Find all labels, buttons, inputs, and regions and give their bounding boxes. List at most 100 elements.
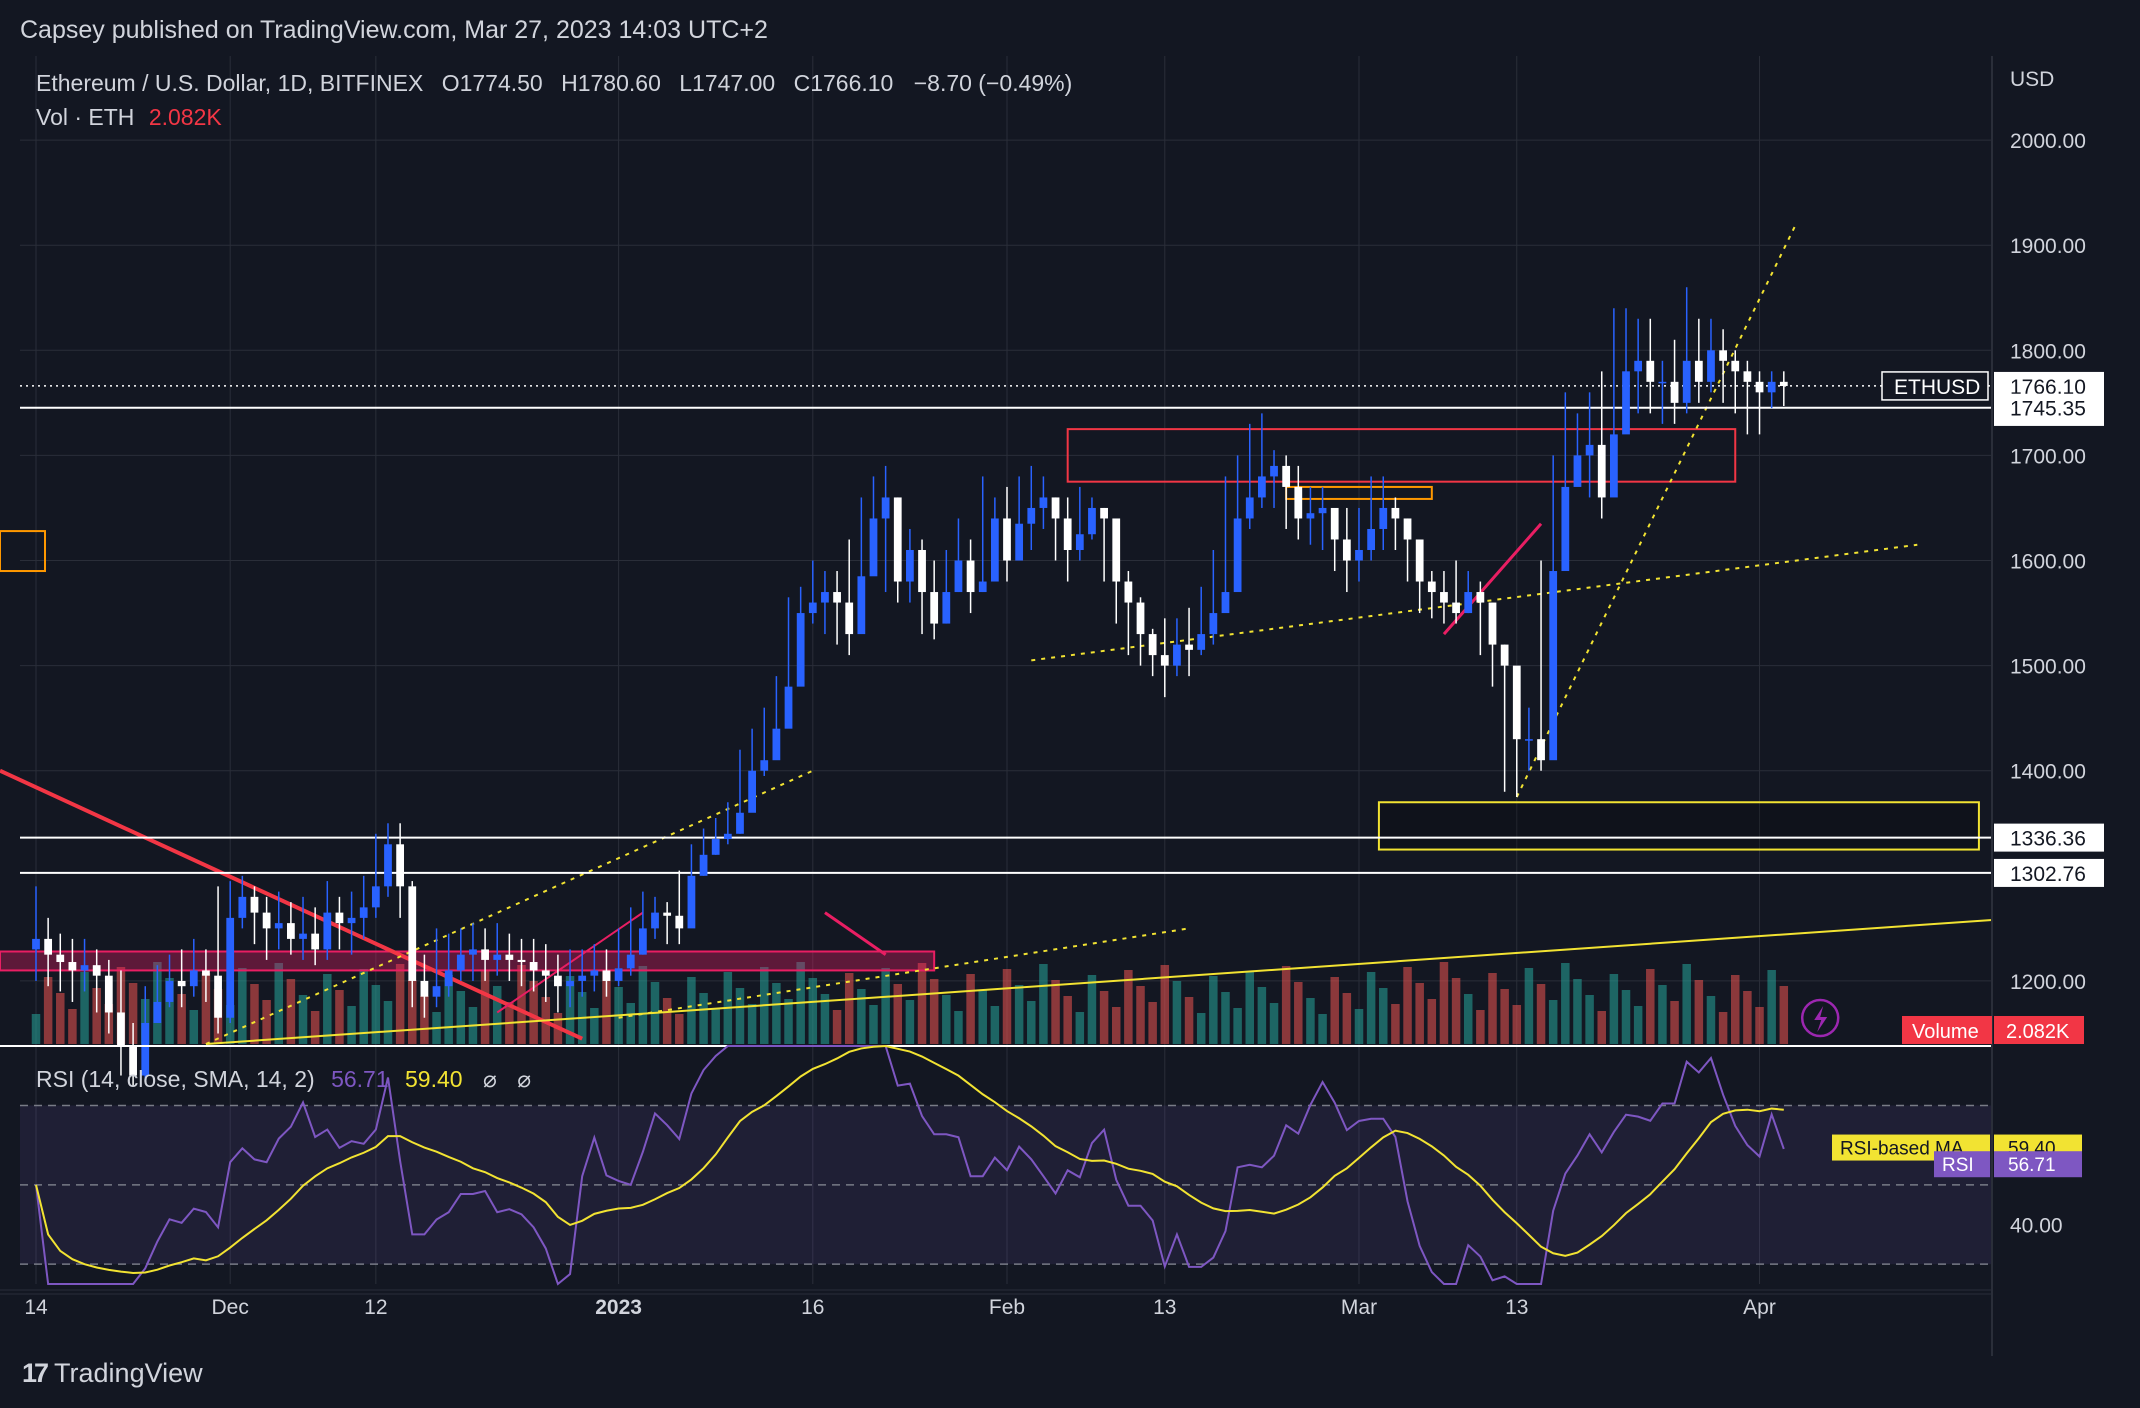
candle bbox=[1512, 665, 1521, 797]
alert-lightning-icon[interactable] bbox=[1800, 998, 1840, 1038]
candle bbox=[202, 949, 210, 1002]
candle-body bbox=[262, 912, 271, 929]
price-chart[interactable]: USD 2000.00 1900.00 1800.00 1700.00 1600.00 15… bbox=[0, 56, 2140, 1356]
rsi-label[interactable]: RSI (14, close, SMA, 14, 2) bbox=[36, 1066, 315, 1092]
candle bbox=[942, 550, 951, 624]
rsi-ma-line bbox=[35, 1044, 1784, 1274]
candle-body bbox=[92, 965, 101, 976]
candle bbox=[1173, 618, 1181, 677]
candle-body bbox=[881, 497, 890, 519]
candle bbox=[990, 497, 999, 582]
symbol-tag-text: ETHUSD bbox=[1894, 376, 1980, 399]
candle bbox=[1731, 350, 1740, 414]
candle-body bbox=[1731, 360, 1740, 372]
volume-bar bbox=[832, 1010, 842, 1044]
candle bbox=[857, 497, 866, 635]
candle bbox=[68, 938, 77, 1002]
candle-body bbox=[1658, 381, 1667, 384]
candle-body bbox=[32, 938, 40, 950]
volume-bar bbox=[529, 981, 538, 1044]
candle-body bbox=[299, 933, 307, 939]
candle-body bbox=[274, 923, 283, 929]
candle bbox=[262, 896, 271, 960]
volume-bar bbox=[1269, 1003, 1279, 1044]
volume-bar bbox=[165, 978, 174, 1044]
candle-body bbox=[481, 949, 489, 960]
candle-body bbox=[1585, 444, 1594, 456]
price-tag-bg bbox=[1994, 858, 2104, 887]
support-zone bbox=[1377, 801, 1980, 851]
volume-bar bbox=[262, 1000, 271, 1044]
volume-bar bbox=[699, 993, 708, 1044]
volume-bar bbox=[408, 980, 417, 1044]
candle-body bbox=[663, 912, 672, 916]
volume-bar bbox=[1621, 990, 1631, 1044]
candle bbox=[954, 518, 963, 593]
price-tick-label: 1400.00 bbox=[2010, 761, 2086, 784]
tradingview-brand[interactable]: 17 TradingView bbox=[22, 1358, 203, 1389]
candle-body bbox=[772, 728, 781, 761]
price-tick-label: 1800.00 bbox=[2010, 340, 2086, 363]
rsi-tag-label-bg bbox=[1934, 1151, 1990, 1178]
candle bbox=[772, 676, 781, 761]
publisher-bar: Capsey published on TradingView.com, Mar… bbox=[0, 0, 2140, 56]
candle bbox=[541, 944, 550, 1002]
volume-bar bbox=[128, 983, 138, 1044]
candle bbox=[687, 844, 696, 929]
volume-bar bbox=[1755, 1007, 1764, 1044]
candle-body bbox=[1075, 534, 1084, 550]
volume-bar bbox=[1427, 999, 1437, 1044]
candle bbox=[1585, 392, 1594, 498]
candle bbox=[1476, 581, 1485, 656]
candle-body bbox=[1537, 739, 1545, 761]
candle-body bbox=[1355, 550, 1363, 561]
volume-bar bbox=[1196, 1013, 1206, 1044]
candle bbox=[238, 875, 247, 929]
volume-bar bbox=[1524, 968, 1534, 1044]
candle bbox=[323, 881, 332, 960]
candle-body bbox=[1136, 602, 1145, 635]
candle-body bbox=[202, 970, 210, 976]
candle-body bbox=[1561, 486, 1570, 572]
volume-bar bbox=[1463, 994, 1473, 1044]
candle-body bbox=[711, 839, 720, 855]
candle-body bbox=[1112, 518, 1121, 582]
candle-body bbox=[287, 923, 295, 939]
candle bbox=[1682, 287, 1691, 414]
candle-body bbox=[493, 954, 502, 960]
price-tag-text: 1745.35 bbox=[2010, 398, 2086, 421]
candle-body bbox=[1779, 381, 1788, 387]
volume-bar bbox=[1318, 1014, 1327, 1044]
candle bbox=[699, 828, 708, 876]
candle bbox=[311, 907, 320, 966]
candle bbox=[590, 944, 599, 992]
candle-body bbox=[796, 613, 805, 687]
volume-label[interactable]: Vol · ETH bbox=[36, 104, 135, 130]
candle-body bbox=[1173, 644, 1181, 666]
candle bbox=[1355, 507, 1363, 582]
volume-bar bbox=[857, 989, 866, 1044]
candle-body bbox=[1476, 592, 1485, 603]
candle-body bbox=[517, 959, 526, 963]
candle bbox=[1634, 318, 1643, 414]
candle-body bbox=[578, 975, 587, 981]
time-tick-label: Feb bbox=[989, 1296, 1025, 1319]
candle-body bbox=[529, 962, 538, 971]
symbol-label[interactable]: Ethereum / U.S. Dollar, 1D, BITFINEX bbox=[36, 70, 424, 96]
candle-body bbox=[1294, 486, 1303, 519]
candle-body bbox=[165, 980, 174, 1002]
volume-bar bbox=[844, 973, 854, 1044]
volume-bar bbox=[1609, 974, 1619, 1044]
candle-body bbox=[189, 970, 198, 987]
volume-bar bbox=[1330, 977, 1339, 1044]
candle bbox=[1185, 607, 1193, 677]
lightning-circle bbox=[1800, 998, 1840, 1038]
candle-body bbox=[44, 938, 53, 955]
candle-body bbox=[614, 968, 623, 981]
volume-bar bbox=[784, 999, 793, 1044]
candle bbox=[505, 933, 514, 981]
volume-bar bbox=[662, 998, 672, 1044]
candle-body bbox=[808, 602, 817, 614]
candle-body bbox=[1124, 581, 1133, 603]
price-tag-text: 1302.76 bbox=[2010, 863, 2086, 886]
